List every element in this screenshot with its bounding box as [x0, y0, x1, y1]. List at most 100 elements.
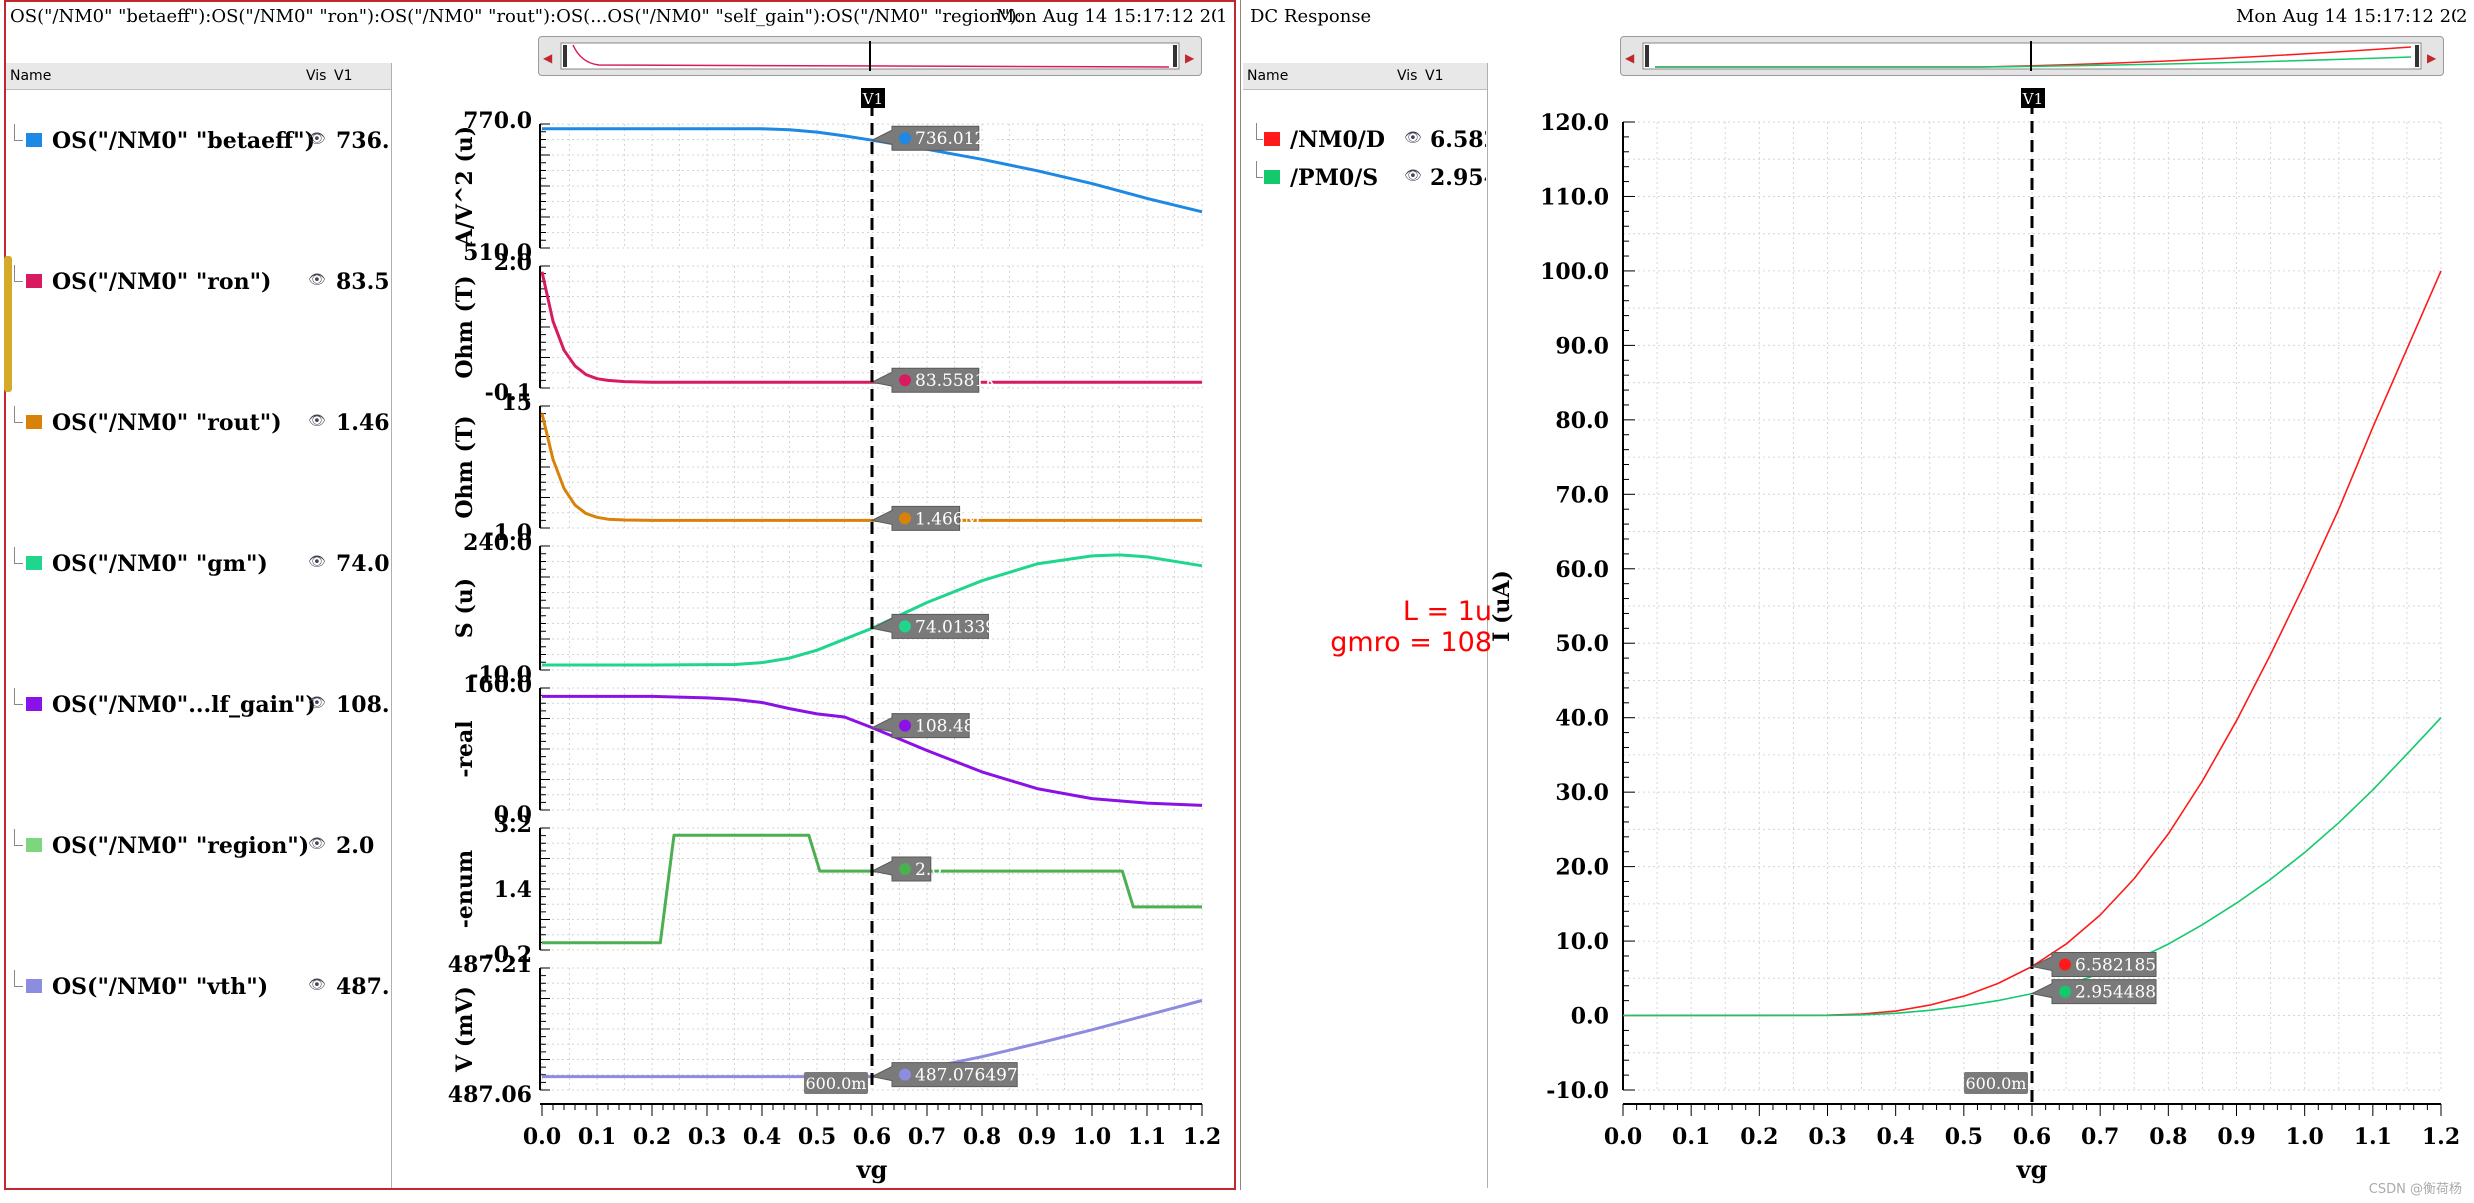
marker-readout[interactable]: 108.488: [870, 713, 985, 739]
left-legend-item[interactable]: OS("/NM0" "vth") 👁 487.0: [26, 974, 390, 1004]
eye-icon[interactable]: 👁: [308, 131, 326, 147]
y-tick-label: -1.0: [485, 520, 532, 546]
right-zoom-left-arrow-icon[interactable]: ◀: [1625, 51, 1635, 65]
col-v1[interactable]: V1: [334, 68, 353, 84]
legend-color-swatch: [26, 133, 42, 147]
series-line[interactable]: [1622, 270, 2442, 1017]
tree-branch: [1256, 161, 1263, 178]
marker-readout[interactable]: 1.466M: [870, 505, 981, 531]
x-tick-label: 0.1: [578, 1124, 616, 1150]
series-line[interactable]: [540, 271, 1202, 384]
legend-value: 487.0: [336, 974, 390, 1000]
eye-icon[interactable]: 👁: [308, 977, 326, 993]
marker-readout-label: 108.488: [915, 717, 985, 737]
y-axis-label: S (u): [452, 578, 478, 638]
annotation-line-2: gmro = 108: [1330, 627, 1492, 658]
left-column-header: Name Vis V1: [6, 63, 392, 90]
x-tick-label: 0.0: [1604, 1124, 1642, 1150]
marker-readout[interactable]: 2.954488uA: [2030, 979, 2180, 1005]
eye-icon[interactable]: 👁: [308, 554, 326, 570]
y-tick-label: -0.1: [485, 380, 532, 406]
marker-readout[interactable]: 736.012u: [870, 125, 996, 151]
legend-name: /PM0/S: [1290, 165, 1379, 191]
left-zoom-right-arrow-icon[interactable]: ▶: [1185, 51, 1195, 65]
chart-strip: 3.2 1.4 -0.2 -enum: [452, 812, 1203, 968]
left-legend-scroll-handle[interactable]: [4, 256, 12, 392]
x-axis-label: vg: [2016, 1155, 2048, 1184]
series-line[interactable]: [542, 694, 1203, 807]
marker-readout[interactable]: 6.582185uA: [2030, 952, 2180, 978]
marker-readout-box: [870, 1062, 1018, 1088]
tree-branch: [14, 688, 23, 705]
y-tick-label: 120.0: [1540, 110, 1609, 136]
eye-icon[interactable]: 👁: [308, 413, 326, 429]
y-tick-label: -10.0: [1546, 1078, 1609, 1104]
left-legend-item[interactable]: OS("/NM0" "rout") 👁 1.466: [26, 410, 390, 440]
legend-name: OS("/NM0" "region"): [52, 833, 310, 859]
right-zoom-bar[interactable]: ◀ ▶: [1620, 36, 2444, 76]
v1-cursor-tag[interactable]: V1: [861, 88, 885, 108]
eye-icon[interactable]: 👁: [1404, 168, 1422, 184]
x-tick-label: 0.8: [963, 1124, 1001, 1150]
right-legend-item[interactable]: /PM0/S 👁 2.954: [1264, 165, 1486, 195]
left-zoom-left-arrow-icon[interactable]: ◀: [543, 51, 553, 65]
col-vis[interactable]: Vis: [1397, 68, 1418, 84]
marker-readout-box: [2030, 979, 2157, 1005]
legend-name: OS("/NM0" "ron"): [52, 269, 272, 295]
legend-value: 83.55: [336, 269, 390, 295]
y-tick-label: 80.0: [1555, 408, 1609, 434]
col-name[interactable]: Name: [1247, 68, 1289, 84]
marker-readout[interactable]: 74.01339u: [870, 613, 1007, 639]
right-legend-item[interactable]: /NM0/D 👁 6.582: [1264, 127, 1486, 157]
x-tick-label: 1.2: [2422, 1124, 2460, 1150]
legend-color-swatch: [26, 556, 42, 570]
right-window-timestamp: Mon Aug 14 15:17:12 2023: [2236, 6, 2456, 27]
left-legend-item[interactable]: OS("/NM0"...lf_gain")👁 108.4: [26, 692, 390, 722]
x-tick-label: 1.0: [2286, 1124, 2324, 1150]
eye-icon[interactable]: 👁: [308, 695, 326, 711]
marker-readout-box: [870, 613, 989, 639]
col-name[interactable]: Name: [10, 68, 52, 84]
v1-cursor-tag[interactable]: V1: [2021, 88, 2045, 108]
eye-icon[interactable]: 👁: [308, 272, 326, 288]
legend-value: 108.4: [336, 692, 390, 718]
marker-readout[interactable]: 487.076497mV: [870, 1062, 1047, 1088]
series-line[interactable]: [542, 833, 1202, 945]
marker-readout-label: 736.012u: [915, 129, 996, 149]
marker-readout[interactable]: 83.5581k: [870, 367, 996, 393]
marker-readout[interactable]: 2.0: [870, 856, 942, 882]
marker-readout-dot: [899, 620, 911, 633]
series-line[interactable]: [542, 127, 1203, 214]
left-legend-item[interactable]: OS("/NM0" "gm") 👁 74.01: [26, 551, 390, 581]
chart-strip: 160.0 0.0 -real: [452, 672, 1203, 828]
col-v1[interactable]: V1: [1425, 68, 1444, 84]
series-line[interactable]: [540, 413, 1202, 522]
eye-icon[interactable]: 👁: [308, 836, 326, 852]
legend-value: 1.466: [336, 410, 390, 436]
y-tick-label: 100.0: [1540, 259, 1609, 285]
left-window: [4, 0, 1236, 1190]
legend-value: 2.954: [1430, 165, 1486, 191]
y-tick-label: 30.0: [1555, 780, 1609, 806]
y-tick-label: 110.0: [1540, 184, 1609, 210]
watermark: CSDN @衡荷杨: [2368, 1182, 2462, 1197]
v1-x-readout: 600.0m: [804, 1072, 868, 1094]
tree-branch: [14, 547, 23, 564]
left-legend-item[interactable]: OS("/NM0" "region") 👁 2.0: [26, 833, 390, 863]
marker-readout-label: 487.076497mV: [915, 1066, 1047, 1086]
col-vis[interactable]: Vis: [306, 68, 327, 84]
marker-readout-label: 6.582185uA: [2075, 956, 2180, 976]
right-zoom-right-arrow-icon[interactable]: ▶: [2427, 51, 2437, 65]
left-legend-item[interactable]: OS("/NM0" "ron") 👁 83.55: [26, 269, 390, 299]
legend-name: OS("/NM0" "gm"): [52, 551, 268, 577]
left-zoom-bar[interactable]: ◀ ▶: [538, 36, 1202, 76]
marker-readout-dot: [899, 863, 911, 876]
x-tick-label: 0.6: [853, 1124, 891, 1150]
marker-readout-dot: [899, 719, 911, 732]
y-tick-label: 487.21: [448, 952, 532, 978]
y-tick-label: -0.2: [485, 942, 532, 968]
left-legend-item[interactable]: OS("/NM0" "betaeff")👁 736.0: [26, 128, 390, 158]
x-tick-label: 0.6: [2013, 1124, 2051, 1150]
eye-icon[interactable]: 👁: [1404, 130, 1422, 146]
y-tick-label: 10.0: [1555, 929, 1609, 955]
